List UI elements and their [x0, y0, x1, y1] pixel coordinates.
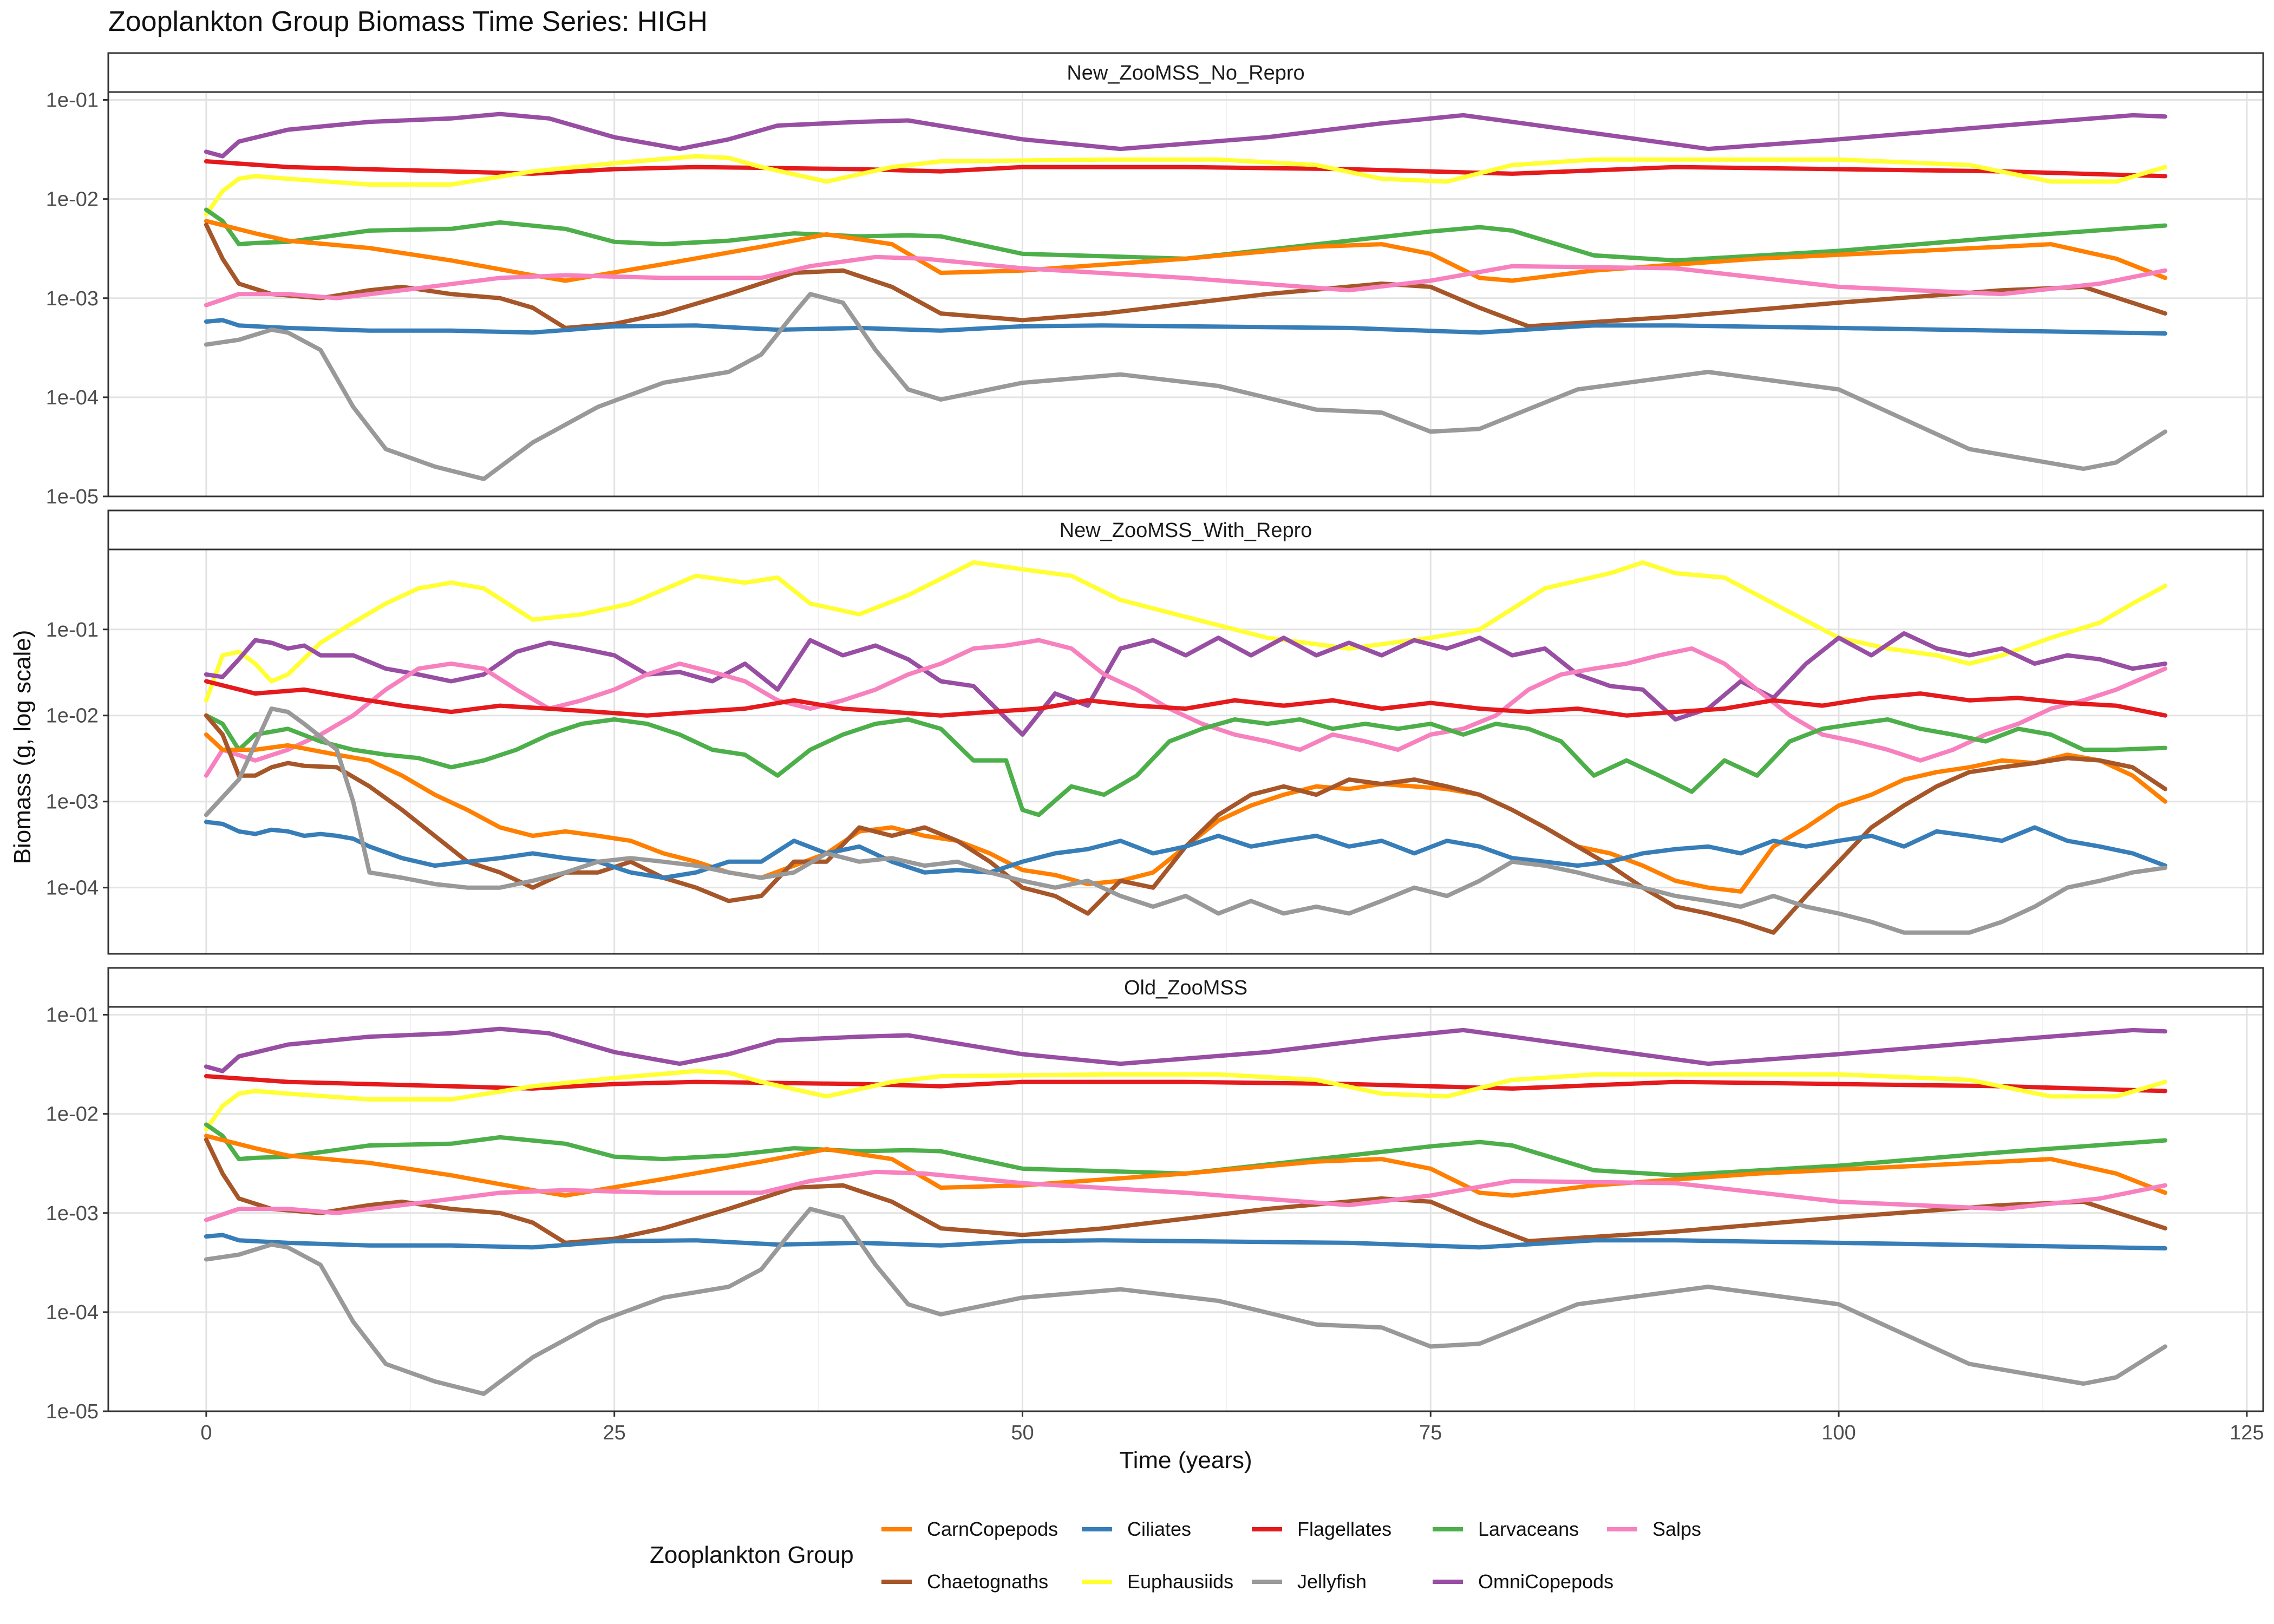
- legend-label-omnicopepods: OmniCopepods: [1478, 1570, 1613, 1593]
- y-tick-label: 1e-05: [46, 1400, 99, 1423]
- x-tick-label: 25: [603, 1422, 626, 1444]
- x-tick-label: 125: [2230, 1422, 2264, 1444]
- series-line-euphausiids: [204, 560, 2168, 703]
- series-line-salps: [204, 254, 2168, 307]
- series-line-chaetognaths: [204, 1137, 2168, 1245]
- series-line-salps: [204, 1169, 2168, 1222]
- y-tick-label: 1e-03: [46, 791, 99, 814]
- x-tick-label: 50: [1011, 1422, 1034, 1444]
- y-tick-label: 1e-01: [46, 1004, 99, 1027]
- series-line-jellyfish: [204, 706, 2168, 935]
- legend-label-chaetognaths: Chaetognaths: [927, 1570, 1048, 1593]
- y-tick-label: 1e-01: [46, 619, 99, 641]
- series-line-carncopepods: [204, 1134, 2168, 1198]
- y-tick-label: 1e-02: [46, 188, 99, 211]
- y-tick-label: 1e-05: [46, 486, 99, 508]
- legend-label-carncopepods: CarnCopepods: [927, 1518, 1058, 1540]
- chart-title: Zooplankton Group Biomass Time Series: H…: [108, 6, 708, 37]
- legend-label-flagellates: Flagellates: [1297, 1518, 1391, 1540]
- series-line-omnicopepods: [204, 112, 2168, 159]
- series-line-ciliates: [204, 820, 2168, 880]
- series-line-ciliates: [204, 318, 2168, 336]
- x-axis-title: Time (years): [1119, 1447, 1252, 1474]
- y-tick-label: 1e-04: [46, 387, 99, 409]
- legend-label-euphausiids: Euphausiids: [1127, 1570, 1233, 1593]
- facet-strip: [107, 967, 2264, 1008]
- x-tick-label: 75: [1419, 1422, 1442, 1444]
- legend-title: Zooplankton Group: [650, 1542, 854, 1568]
- legend-label-ciliates: Ciliates: [1127, 1518, 1191, 1540]
- y-tick-label: 1e-03: [46, 1202, 99, 1225]
- legend-label-larvaceans: Larvaceans: [1478, 1518, 1579, 1540]
- panel-border: [107, 548, 2264, 955]
- y-tick-label: 1e-03: [46, 287, 99, 310]
- x-tick-label: 0: [200, 1422, 212, 1444]
- series-line-euphausiids: [204, 1069, 2168, 1131]
- y-axis-title: Biomass (g, log scale): [9, 630, 36, 865]
- y-tick-label: 1e-02: [46, 705, 99, 728]
- panel-border: [107, 1006, 2264, 1412]
- series-line-jellyfish: [204, 1207, 2168, 1396]
- facet-strip-label: New_ZooMSS_With_Repro: [1060, 519, 1312, 542]
- legend-label-jellyfish: Jellyfish: [1297, 1570, 1367, 1593]
- series-line-flagellates: [204, 159, 2168, 179]
- series-line-chaetognaths: [204, 222, 2168, 330]
- facet-strip-label: Old_ZooMSS: [1124, 977, 1247, 999]
- y-tick-label: 1e-02: [46, 1103, 99, 1126]
- y-tick-label: 1e-04: [46, 1301, 99, 1324]
- panel-background: [108, 549, 2263, 954]
- facet-strip: [107, 52, 2264, 93]
- y-tick-label: 1e-01: [46, 89, 99, 112]
- series-line-jellyfish: [204, 292, 2168, 481]
- series-line-carncopepods: [204, 219, 2168, 283]
- legend-label-salps: Salps: [1652, 1518, 1701, 1540]
- panel-border: [107, 91, 2264, 497]
- series-line-chaetognaths: [204, 713, 2168, 935]
- facet-strip-label: New_ZooMSS_No_Repro: [1067, 62, 1304, 84]
- series-line-omnicopepods: [204, 631, 2168, 737]
- series-line-flagellates: [204, 1074, 2168, 1093]
- series-line-euphausiids: [204, 154, 2168, 217]
- series-line-omnicopepods: [204, 1026, 2168, 1073]
- series-line-larvaceans: [204, 713, 2168, 817]
- series-line-larvaceans: [204, 207, 2168, 263]
- series-line-flagellates: [204, 679, 2168, 718]
- series-line-ciliates: [204, 1233, 2168, 1250]
- y-tick-label: 1e-04: [46, 877, 99, 900]
- x-tick-label: 100: [1821, 1422, 1855, 1444]
- series-line-larvaceans: [204, 1122, 2168, 1178]
